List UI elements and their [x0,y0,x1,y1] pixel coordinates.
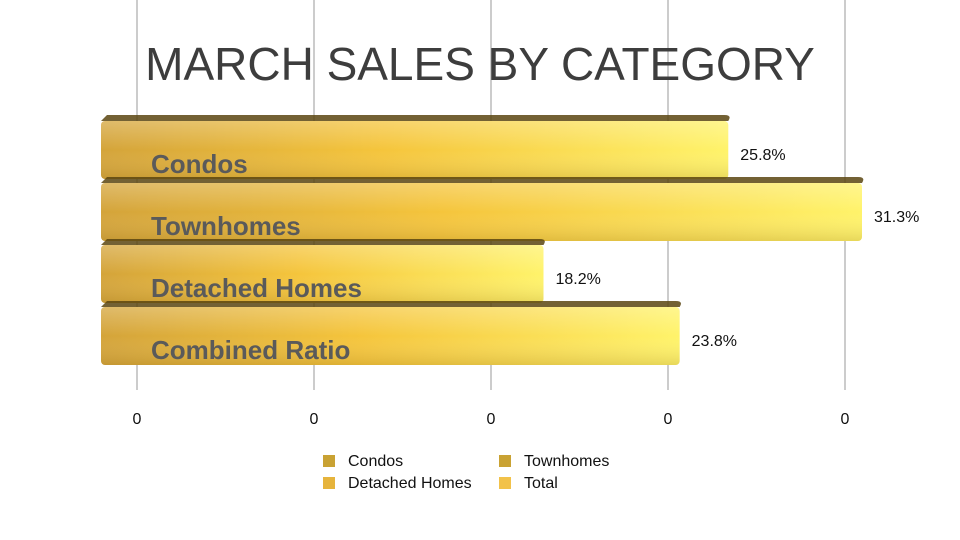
legend-label: Condos [348,453,403,470]
x-tick-label: 0 [487,411,496,428]
bar-depth [101,115,730,121]
legend-entry: Detached Homes [323,475,472,492]
x-tick-label: 0 [841,411,850,428]
legend-entry: Townhomes [499,453,609,470]
x-tick-label: 0 [664,411,673,428]
legend-label: Total [524,475,558,492]
legend: Condos Townhomes Detached Homes Total [323,453,609,492]
value-label: 25.8% [740,147,785,164]
x-axis-ticks: 0 0 0 0 0 [133,411,850,428]
bar-depth [101,239,545,245]
legend-swatch [323,477,335,489]
category-label: Condos [151,149,248,179]
legend-label: Detached Homes [348,475,472,492]
legend-entry: Condos [323,453,403,470]
bars: Condos 25.8% Townhomes 31.3% Detached Homes 1… [101,115,919,365]
category-label: Townhomes [151,211,301,241]
bar-group-2: Detached Homes 18.2% [101,239,601,303]
bar-highlight [101,121,729,179]
value-label: 23.8% [692,333,737,350]
category-label: Detached Homes [151,273,362,303]
category-label: Combined Ratio [151,335,350,365]
x-tick-label: 0 [133,411,142,428]
chart-title: MARCH SALES BY CATEGORY [145,38,815,90]
legend-swatch [499,477,511,489]
legend-entry: Total [499,475,558,492]
legend-label: Townhomes [524,453,609,470]
value-label: 18.2% [555,271,600,288]
bar-highlight [101,245,544,303]
value-label: 31.3% [874,209,919,226]
legend-swatch [499,455,511,467]
bar-highlight [101,307,680,365]
bar-group-1: Townhomes 31.3% [101,177,919,241]
bar-depth [101,301,681,307]
bar-group-0: Condos 25.8% [101,115,786,179]
bar-depth [101,177,864,183]
bar-highlight [101,183,862,241]
bar-group-3: Combined Ratio 23.8% [101,301,737,365]
x-tick-label: 0 [310,411,319,428]
legend-swatch [323,455,335,467]
